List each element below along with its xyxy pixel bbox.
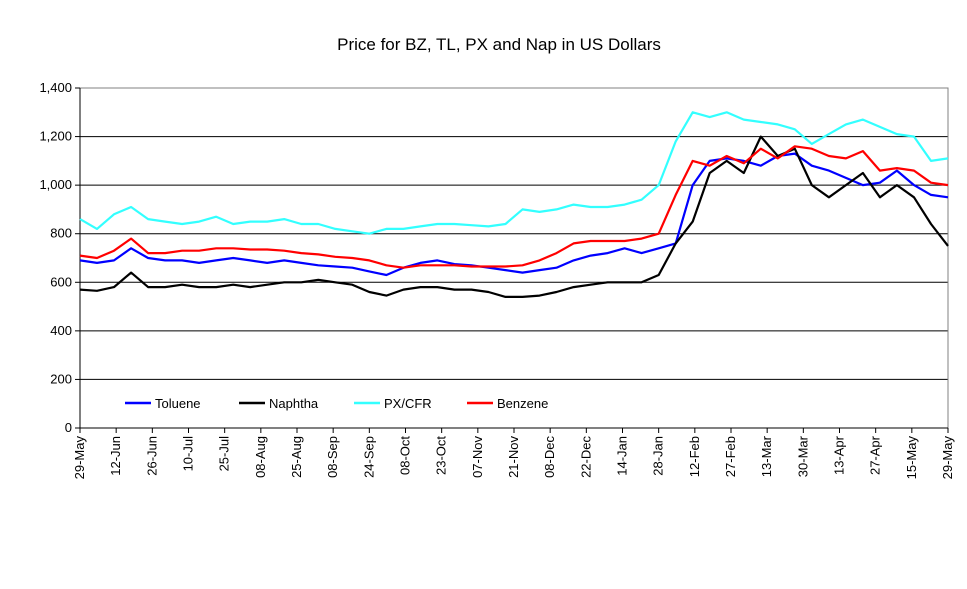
plot-area — [80, 88, 948, 428]
x-tick-label: 26-Jun — [144, 436, 159, 476]
legend: Toluene Naphtha PX/CFR Benzene — [125, 396, 548, 411]
x-tick-label: 28-Jan — [651, 436, 666, 476]
y-tick-label: 600 — [50, 274, 72, 289]
y-tick-label: 200 — [50, 371, 72, 386]
x-tick-label: 08-Oct — [398, 436, 413, 475]
legend-label: Benzene — [497, 396, 548, 411]
legend-label: Naphtha — [269, 396, 319, 411]
x-tick-label: 29-May — [940, 436, 955, 480]
y-tick-label: 1,200 — [39, 129, 72, 144]
x-tick-label: 29-May — [72, 436, 87, 480]
x-tick-label: 21-Nov — [506, 436, 521, 478]
x-tick-label: 08-Dec — [542, 436, 557, 478]
x-tick-label: 23-Oct — [434, 436, 449, 475]
legend-label: PX/CFR — [384, 396, 432, 411]
x-tick-label: 12-Jun — [108, 436, 123, 476]
x-tick-label: 14-Jan — [615, 436, 630, 476]
y-tick-label: 800 — [50, 226, 72, 241]
x-tick-label: 24-Sep — [361, 436, 376, 478]
series-line-px-cfr — [80, 112, 948, 233]
x-tick-label: 13-Apr — [832, 435, 847, 475]
chart-title: Price for BZ, TL, PX and Nap in US Dolla… — [337, 35, 661, 54]
x-tick-label: 13-Mar — [759, 435, 774, 477]
y-tick-label: 0 — [65, 420, 72, 435]
series-line-toluene — [80, 154, 948, 275]
y-tick-label: 1,400 — [39, 80, 72, 95]
grid-lines — [80, 88, 948, 379]
x-tick-label: 10-Jul — [181, 436, 196, 472]
x-tick-label: 27-Apr — [868, 435, 883, 475]
x-tick-label: 08-Aug — [253, 436, 268, 478]
x-axis: 29-May 12-Jun 26-Jun 10-Jul 25-Jul 08-Aug 25-A… — [72, 428, 955, 479]
series-line-benzene — [80, 146, 948, 267]
series-lines — [80, 112, 948, 297]
x-tick-label: 25-Jul — [217, 436, 232, 472]
x-tick-label: 30-Mar — [795, 435, 810, 477]
x-tick-label: 27-Feb — [723, 436, 738, 477]
x-tick-label: 08-Sep — [325, 436, 340, 478]
x-tick-label: 07-Nov — [470, 436, 485, 478]
x-tick-label: 15-May — [904, 436, 919, 480]
y-tick-label: 1,000 — [39, 177, 72, 192]
legend-label: Toluene — [155, 396, 201, 411]
y-tick-label: 400 — [50, 323, 72, 338]
y-axis: 0 200 400 600 800 1,000 1,200 1,400 — [39, 80, 80, 435]
plot-border — [80, 88, 948, 428]
x-tick-label: 22-Dec — [578, 436, 593, 478]
x-tick-label: 12-Feb — [687, 436, 702, 477]
x-tick-label: 25-Aug — [289, 436, 304, 478]
